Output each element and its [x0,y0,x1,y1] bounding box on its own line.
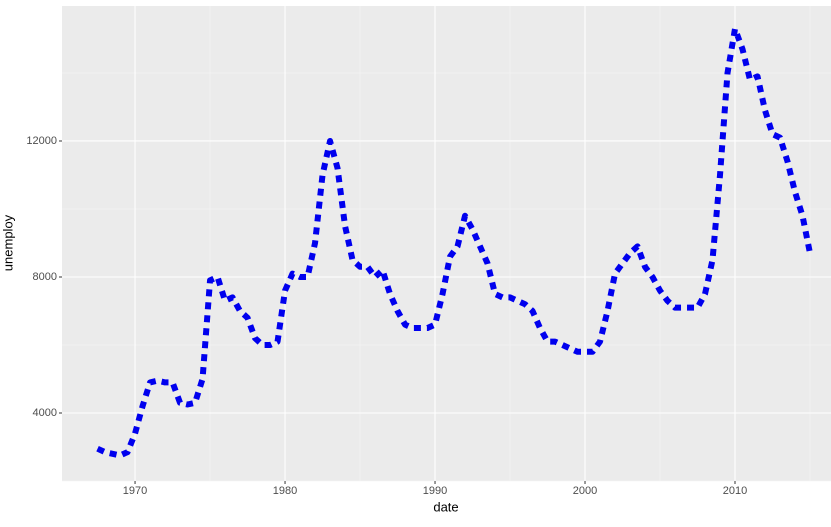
panel [62,6,831,481]
x-tick-label: 1970 [123,485,147,497]
line [96,25,813,459]
y-axis-title: unemploy [0,214,15,271]
x-axis-title: date [433,499,458,514]
y-tick-label: 12000 [26,135,57,147]
x-tick-label: 2010 [723,485,747,497]
x-tick-label: 2000 [573,485,597,497]
y-tick-label: 4000 [33,407,57,419]
x-tick-label: 1980 [273,485,297,497]
y-tick-label: 8000 [33,271,57,283]
x-tick-label: 1990 [423,485,447,497]
